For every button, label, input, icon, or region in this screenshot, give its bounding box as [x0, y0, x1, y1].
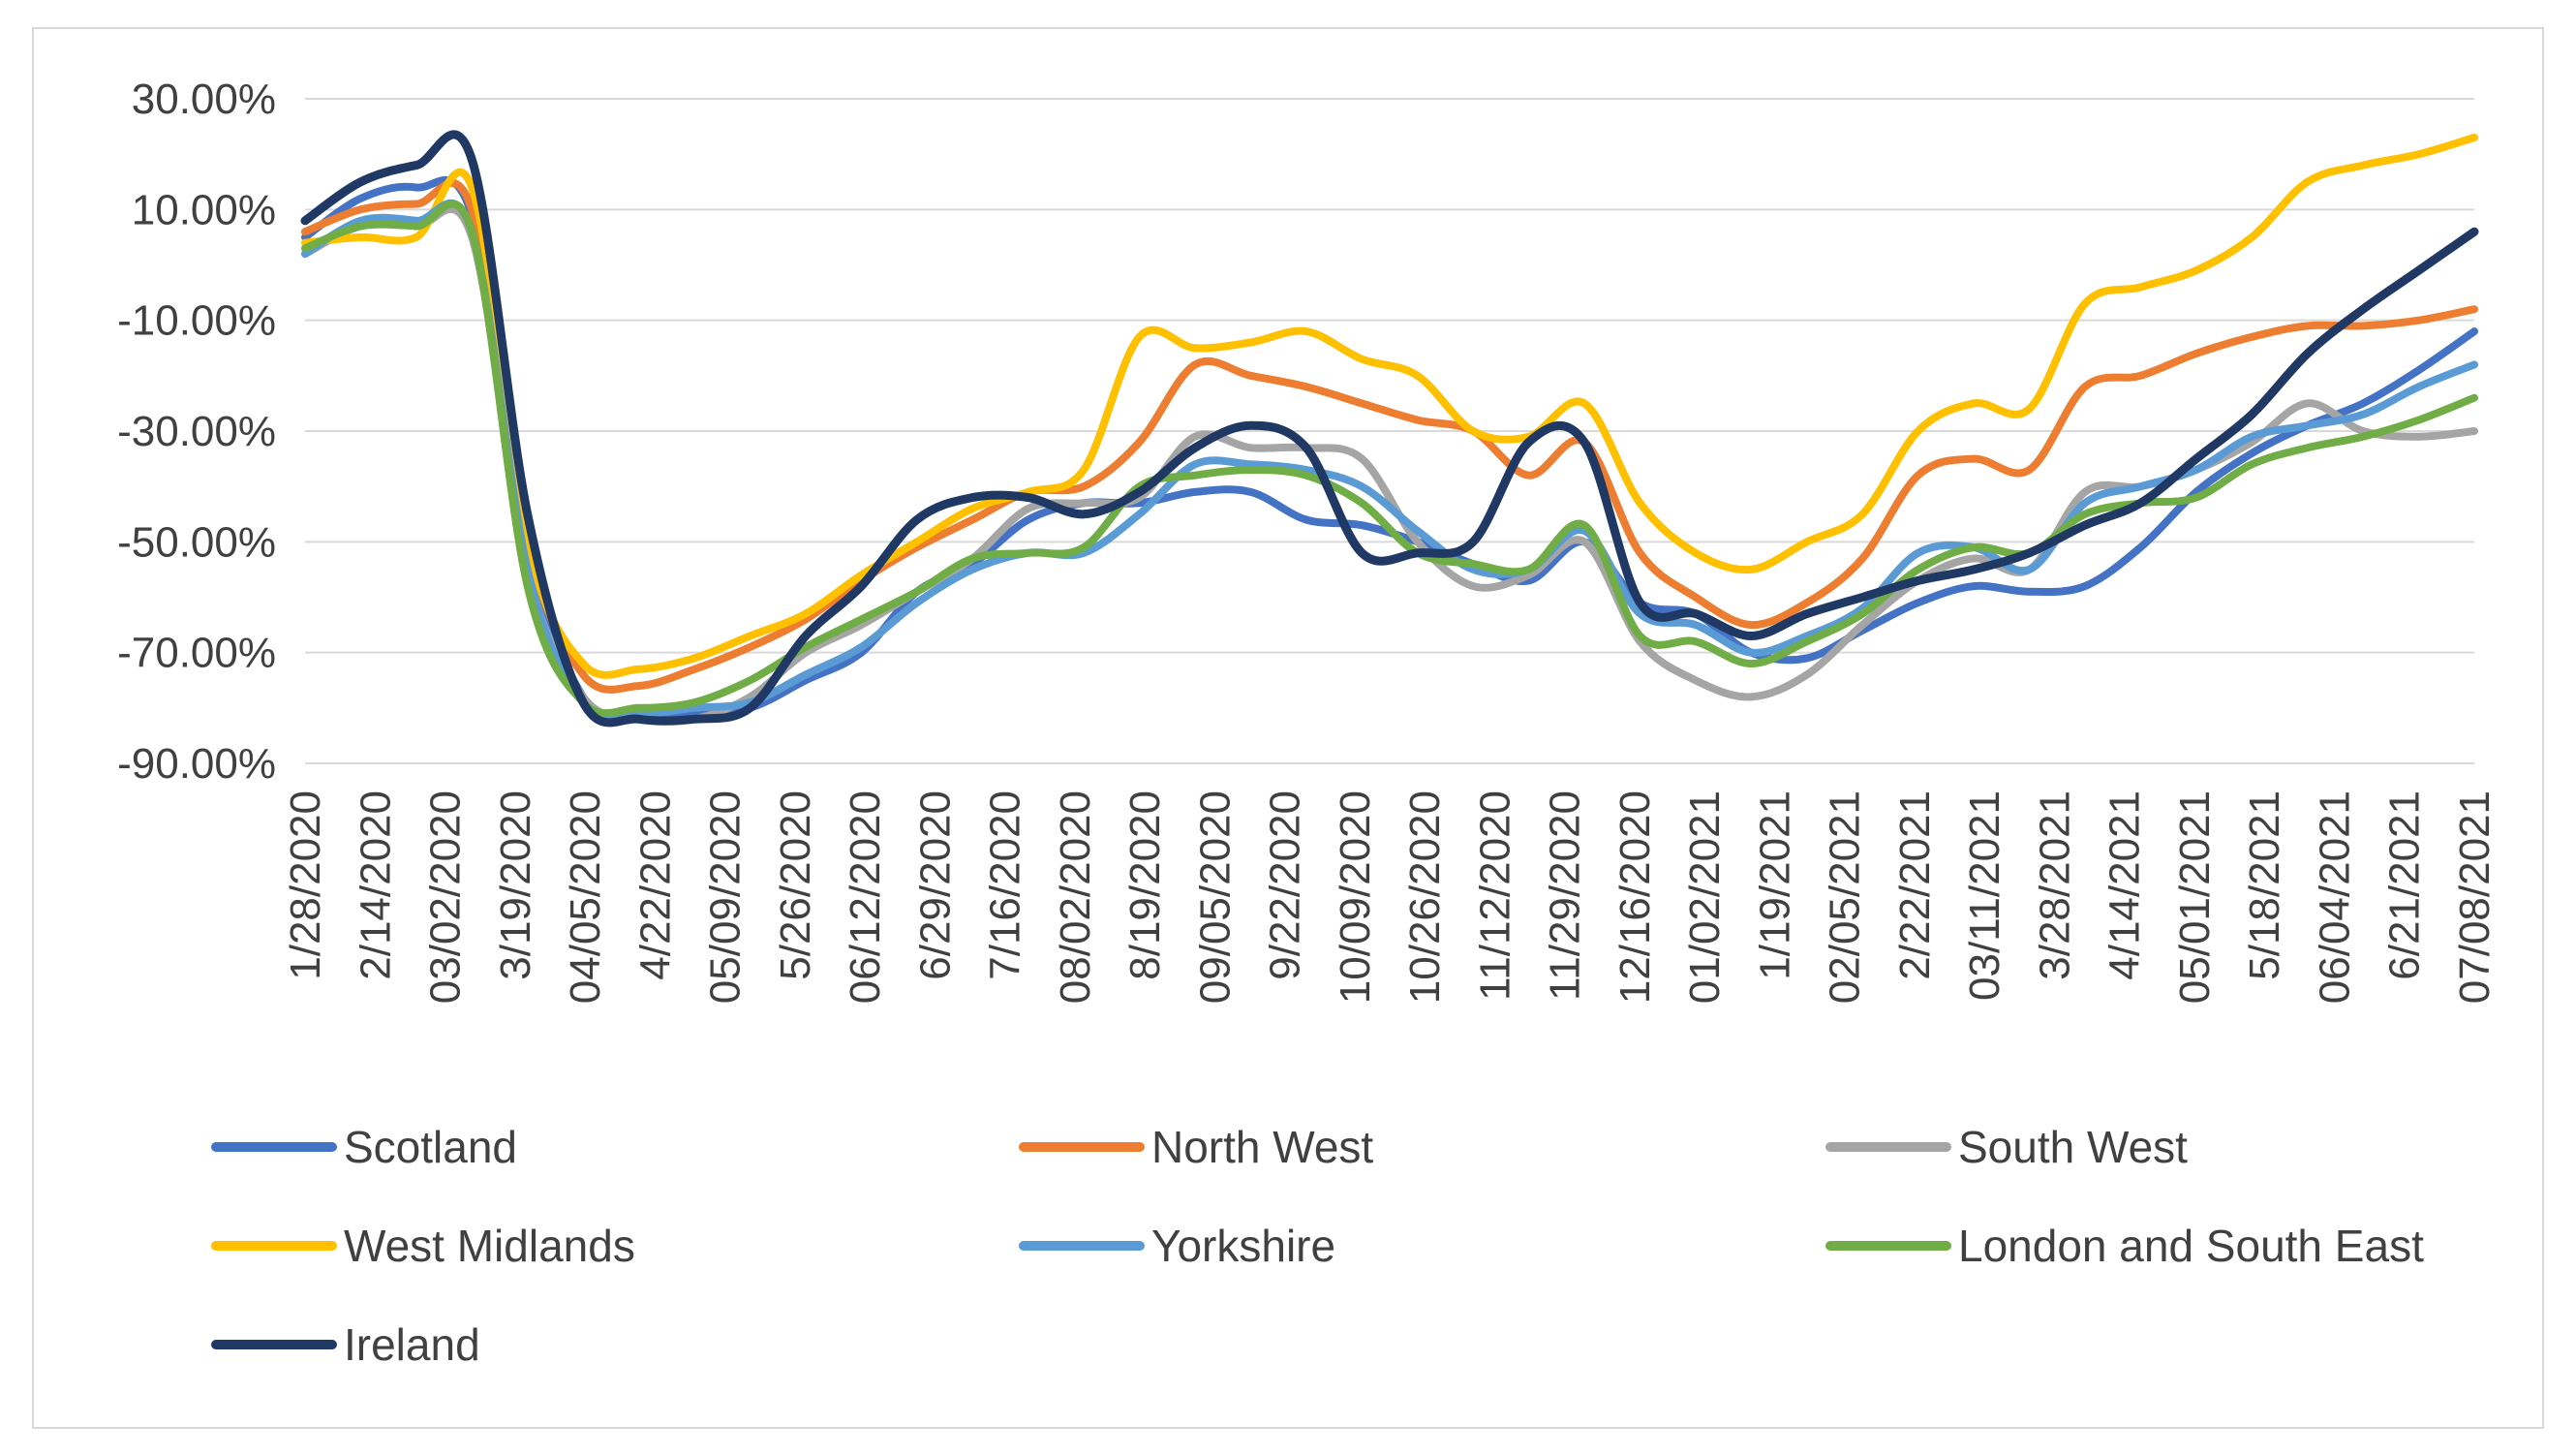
x-tick-label: 05/01/2021: [2171, 790, 2219, 1004]
legend: Scotland North West South West West Midland…: [211, 1122, 2424, 1370]
x-axis-ticks: 1/28/2020 2/14/2020 03/02/2020 3/19/2020 04/…: [282, 790, 2499, 1004]
legend-label: North West: [1151, 1122, 1373, 1172]
legend-item-south-west: South West: [1825, 1122, 2188, 1172]
x-tick-label: 07/08/2021: [2451, 790, 2499, 1004]
y-tick-label: -10.00%: [117, 297, 276, 345]
series-line-ireland: [300, 130, 2479, 728]
x-tick-label: 12/16/2020: [1611, 790, 1659, 1004]
x-tick-label: 6/29/2020: [911, 790, 959, 980]
legend-item-north-west: North West: [1019, 1122, 1373, 1172]
x-tick-label: 2/14/2020: [352, 790, 399, 980]
x-tick-label: 06/04/2021: [2311, 790, 2358, 1004]
y-tick-label: 10.00%: [132, 186, 276, 233]
series-line-scotland: [301, 175, 2478, 720]
x-tick-label: 03/02/2020: [422, 790, 470, 1004]
legend-item-ireland: Ireland: [211, 1319, 480, 1370]
x-tick-label: 11/29/2020: [1542, 790, 1589, 1001]
x-tick-label: 4/22/2020: [631, 790, 679, 980]
legend-label: Yorkshire: [1151, 1221, 1335, 1271]
y-tick-label: 30.00%: [132, 76, 276, 123]
legend-item-yorkshire: Yorkshire: [1019, 1221, 1335, 1271]
x-tick-label: 10/09/2020: [1332, 790, 1379, 1004]
series-line-west-midlands: [301, 134, 2478, 679]
y-axis-ticks: 30.00% 10.00% -10.00% -30.00% -50.00% -70.00%…: [117, 76, 276, 788]
x-tick-label: 3/28/2021: [2031, 790, 2078, 980]
series-line-north-west: [301, 179, 2478, 694]
series-line-yorkshire: [301, 199, 2478, 721]
x-tick-label: 2/22/2021: [1891, 790, 1939, 980]
x-tick-label: 05/09/2020: [702, 790, 750, 1004]
x-tick-label: 06/12/2020: [842, 790, 889, 1004]
y-tick-label: -30.00%: [117, 408, 276, 455]
legend-label: Scotland: [344, 1122, 517, 1172]
line-chart: 30.00% 10.00% -10.00% -30.00% -50.00% -70.00%…: [117, 76, 2499, 1370]
x-tick-label: 04/05/2020: [562, 790, 609, 1004]
x-tick-label: 01/02/2021: [1681, 790, 1729, 1004]
x-tick-label: 10/26/2020: [1401, 790, 1449, 1004]
x-tick-label: 6/21/2021: [2381, 790, 2429, 980]
series-lines: [300, 130, 2479, 728]
series-line-london-and-south-east: [301, 200, 2478, 718]
x-tick-label: 4/14/2021: [2101, 790, 2149, 980]
legend-label: Ireland: [344, 1319, 480, 1370]
x-tick-label: 11/12/2020: [1471, 790, 1518, 1001]
legend-label: London and South East: [1958, 1221, 2424, 1271]
y-tick-label: -90.00%: [117, 740, 276, 788]
x-tick-label: 03/11/2021: [1961, 790, 2009, 1001]
legend-item-scotland: Scotland: [211, 1122, 517, 1172]
gridlines: [305, 98, 2474, 764]
x-tick-label: 5/26/2020: [772, 790, 819, 980]
y-tick-label: -70.00%: [117, 630, 276, 677]
chart-frame: 30.00% 10.00% -10.00% -30.00% -50.00% -70.00%…: [32, 27, 2544, 1429]
x-tick-label: 1/19/2021: [1751, 790, 1798, 980]
y-tick-label: -50.00%: [117, 518, 276, 566]
x-tick-label: 7/16/2020: [982, 790, 1029, 980]
x-tick-label: 5/18/2021: [2241, 790, 2288, 980]
x-tick-label: 3/19/2020: [492, 790, 539, 980]
legend-item-west-midlands: West Midlands: [211, 1221, 635, 1271]
x-tick-label: 08/02/2020: [1052, 790, 1099, 1004]
legend-item-london-and-south-east: London and South East: [1825, 1221, 2424, 1271]
legend-label: West Midlands: [344, 1221, 635, 1271]
x-tick-label: 8/19/2020: [1121, 790, 1169, 980]
x-tick-label: 9/22/2020: [1262, 790, 1309, 980]
x-tick-label: 1/28/2020: [282, 790, 329, 980]
x-tick-label: 09/05/2020: [1191, 790, 1239, 1004]
legend-label: South West: [1958, 1122, 2188, 1172]
x-tick-label: 02/05/2021: [1822, 790, 1869, 1004]
